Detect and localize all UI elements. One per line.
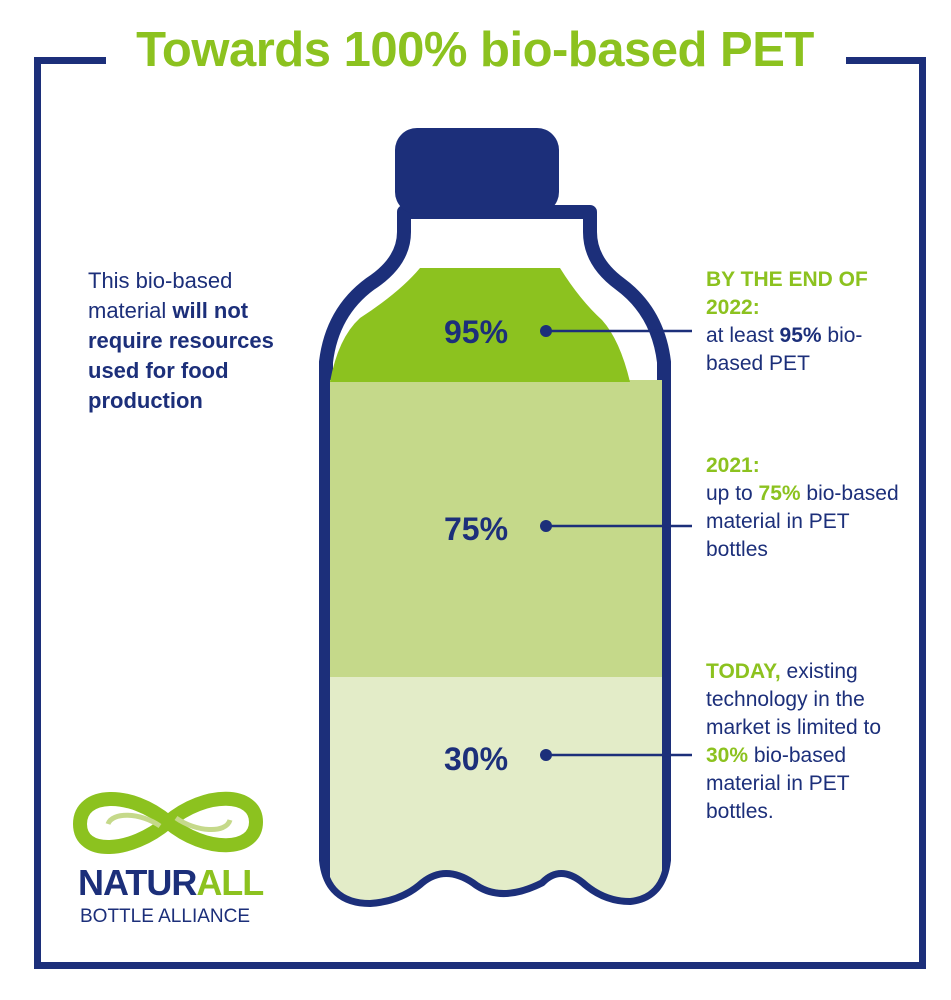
callout-2022-highlight: 95% bbox=[779, 324, 822, 347]
callout-2022: BY THE END OF 2022: at least 95% bio-bas… bbox=[706, 266, 916, 378]
callout-2022-heading: BY THE END OF 2022: bbox=[706, 268, 868, 319]
callout-2021-heading: 2021: bbox=[706, 454, 760, 477]
callout-today-heading: TODAY, bbox=[706, 660, 781, 683]
level-75-fill bbox=[330, 380, 662, 677]
level-95-label: 95% bbox=[444, 314, 508, 350]
left-note-text: This bio-based material bbox=[88, 268, 233, 323]
left-note-bold: will not require resources used for food… bbox=[88, 298, 274, 413]
callout-2022-post: bio-based PET bbox=[706, 324, 863, 375]
logo-name-part2: ALL bbox=[196, 862, 264, 903]
page-title: Towards 100% bio-based PET bbox=[136, 23, 814, 77]
callout-today: TODAY, existing technology in the market… bbox=[706, 658, 916, 826]
level-30-label: 30% bbox=[444, 741, 508, 777]
connector-75 bbox=[540, 520, 692, 532]
naturall-logo-icon bbox=[72, 791, 264, 854]
callout-2022-text: at least 95% bio-based PET bbox=[706, 322, 916, 378]
level-95-fill bbox=[330, 268, 630, 382]
connector-95 bbox=[540, 325, 692, 337]
callout-2021-highlight: 75% bbox=[758, 482, 801, 505]
callout-2021-pre: up to bbox=[706, 482, 759, 505]
callout-2021-text: up to 75% bio-based material in PET bott… bbox=[706, 480, 916, 564]
callout-today-pre: existing technology in the market is lim… bbox=[706, 660, 882, 739]
callout-today-post: bio-based material in PET bottles. bbox=[706, 744, 850, 823]
bottle-cap bbox=[395, 128, 559, 214]
logo-subtitle: BOTTLE ALLIANCE bbox=[80, 906, 251, 927]
frame-border bbox=[34, 57, 926, 969]
logo-wordmark: NATURALL bbox=[78, 862, 264, 904]
logo-name-part1: NATUR bbox=[78, 862, 197, 903]
callout-today-highlight: 30% bbox=[706, 744, 749, 767]
callout-2022-pre: at least bbox=[706, 324, 780, 347]
callout-2021-post: bio-based material in PET bottles bbox=[706, 482, 899, 561]
left-note: This bio-based material will not require… bbox=[88, 266, 288, 416]
callout-2021: 2021: up to 75% bio-based material in PE… bbox=[706, 452, 916, 564]
connector-30 bbox=[540, 749, 692, 761]
frame-top-left-segment bbox=[34, 57, 106, 64]
level-75-label: 75% bbox=[444, 511, 508, 547]
level-30-fill bbox=[330, 675, 662, 900]
frame-top-right-segment bbox=[846, 57, 919, 64]
